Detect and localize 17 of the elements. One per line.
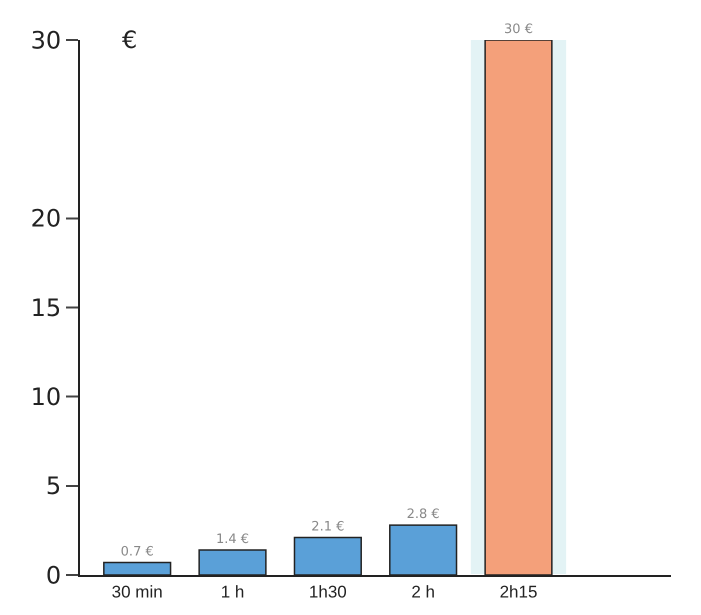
- data-label: 2.8 €: [406, 507, 440, 522]
- x-tick-label: 2 h: [411, 582, 435, 602]
- data-label: 0.7 €: [120, 544, 154, 560]
- y-tick-label: 30: [30, 26, 62, 54]
- data-label: 2.1 €: [311, 520, 344, 535]
- x-tick-label: 1h30: [308, 582, 347, 602]
- x-tick-label: 2h15: [500, 582, 538, 602]
- y-tick-label: 5: [46, 472, 62, 500]
- y-tick-label: 20: [30, 204, 62, 233]
- data-label: 1.4 €: [216, 532, 250, 548]
- y-axis-title: €: [122, 26, 138, 54]
- y-tick-label: 15: [30, 294, 62, 322]
- y-tick-label: 0: [46, 561, 62, 590]
- x-tick-label: 1 h: [220, 582, 244, 602]
- x-tick-label: 30 min: [112, 582, 163, 602]
- y-tick-label: 10: [30, 383, 62, 412]
- data-label: 30 €: [504, 22, 533, 37]
